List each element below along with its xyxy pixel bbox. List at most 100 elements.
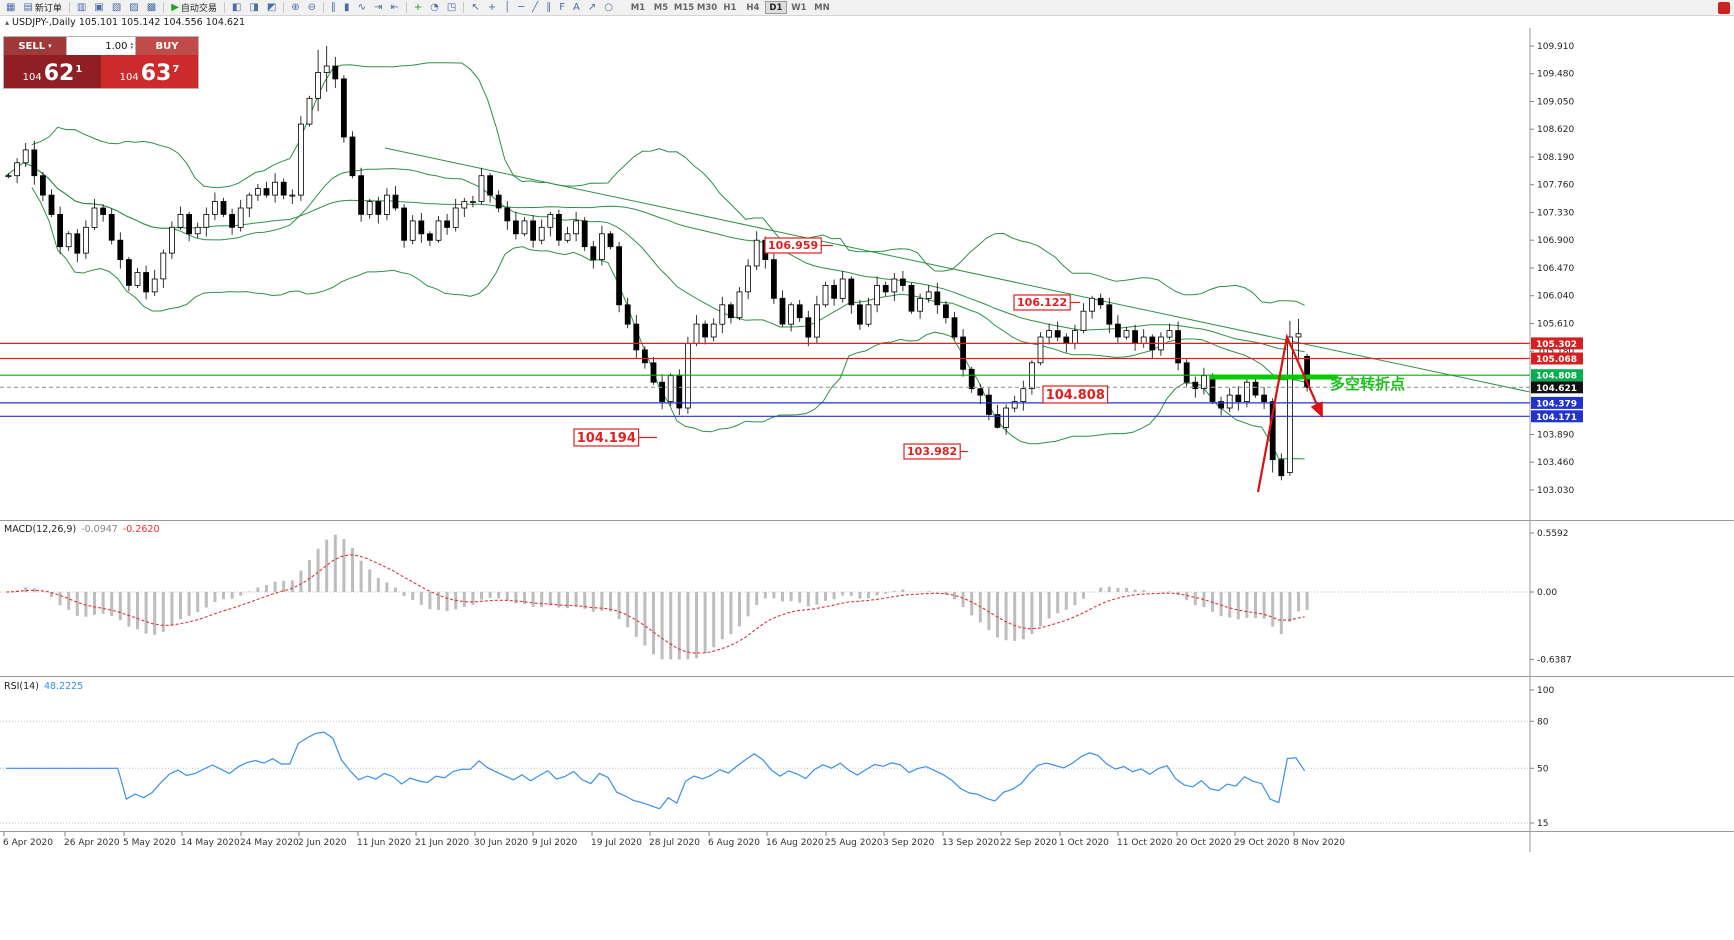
time-axis-label[interactable]: 11 Jun 2020 [357,838,411,848]
price-label-box[interactable] [903,443,961,460]
time-axis-label[interactable]: 21 Jun 2020 [415,838,469,848]
bear-candle [1261,394,1267,403]
time-axis-label[interactable]: 16 Aug 2020 [766,838,824,848]
cursor-icon[interactable]: ↖ [467,1,483,15]
time-axis-label[interactable]: 26 Apr 2020 [64,838,120,848]
time-axis-label[interactable]: 14 May 2020 [181,838,240,848]
time-axis-label[interactable]: 1 Oct 2020 [1059,838,1109,848]
horizontal-line-icon[interactable]: ─ [514,1,528,15]
data-window-icon[interactable]: ▣ [90,1,107,15]
buy-price-handle: 104 [119,72,139,83]
time-axis-label[interactable]: 25 Aug 2020 [825,838,883,848]
timeframe-m30[interactable]: M30 [696,3,718,13]
fibonacci-icon[interactable]: F [555,1,569,15]
time-axis-label[interactable]: 6 Aug 2020 [708,838,760,848]
timeframe-mn[interactable]: MN [814,3,830,13]
templates-icon[interactable]: ◳ [443,1,460,15]
timeframe-h4[interactable]: H4 [746,3,760,13]
bull-candle [1046,330,1052,338]
chart-shift-icon[interactable]: ⇤ [386,1,402,15]
bull-candle [461,201,468,209]
timeframe-w1[interactable]: W1 [791,3,807,13]
vertical-line-icon[interactable]: │ [500,1,514,15]
line-chart-icon[interactable]: ∿ [354,1,370,15]
buy-price-point: 7 [172,64,180,75]
time-axis-label[interactable]: 5 May 2020 [123,838,176,848]
timeframe-m5[interactable]: M5 [653,3,669,13]
bear-candle [908,284,915,312]
toolbar-separator [223,2,225,13]
time-axis-label[interactable]: 11 Oct 2020 [1117,838,1173,848]
buy-price-button[interactable]: 104 63 7 [101,55,198,88]
periodicity-icon[interactable]: ◔ [426,1,443,15]
sell-price-point: 1 [75,64,83,75]
zoom-in-icon[interactable]: ⊕ [287,1,303,15]
sell-button[interactable]: SELL ▾ [4,37,66,55]
cn-annotation-text[interactable]: 多空转折点 [1330,375,1405,393]
timeframe-m1[interactable]: M1 [630,3,646,13]
text-icon[interactable]: A [569,1,584,15]
sell-price-button[interactable]: 104 62 1 [4,55,101,88]
buy-button[interactable]: BUY [136,37,198,55]
candlestick-chart-icon[interactable]: ▮ [340,1,354,15]
time-axis-label[interactable]: 2 Jun 2020 [298,838,347,848]
macd-scale-label: 0.00 [1537,588,1557,598]
price-label-box[interactable] [1042,385,1109,404]
bull-candle [306,97,313,125]
timeframe-d1[interactable]: D1 [764,1,787,14]
crosshair-icon[interactable]: + [484,1,500,15]
cascade-windows-icon[interactable]: ◨ [245,1,262,15]
new-order-button[interactable]: ▤ 新订单 [19,1,65,15]
auto-trading-button[interactable]: ▶ 自动交易 [167,1,221,15]
terminal-icon[interactable]: ▨ [125,1,142,15]
time-axis-label[interactable]: 22 Sep 2020 [1000,838,1057,848]
timeframe-m15[interactable]: M15 [673,3,695,13]
bear-candle [186,213,193,235]
arrows-icon[interactable]: ↗ [584,1,600,15]
time-axis-label[interactable]: 28 Jul 2020 [649,838,700,848]
time-axis-label[interactable]: 30 Jun 2020 [474,838,528,848]
time-axis-label[interactable]: 8 Nov 2020 [1293,838,1345,848]
arrange-windows-icon[interactable]: ◩ [263,1,280,15]
bear-candle [977,388,984,396]
bar-chart-icon[interactable]: ∥ [327,1,340,15]
tile-windows-icon[interactable]: ◧ [228,1,245,15]
price-label-box[interactable] [764,237,822,254]
charts-grid-icon[interactable]: ▦ [2,1,19,15]
price-scale[interactable]: 109.910 109.480 109.050 108.620 108.190 107.7… [1530,42,1583,829]
trendline-icon[interactable]: ╱ [528,1,542,15]
bear-candle [831,284,837,299]
descending-trendline[interactable] [384,147,1530,393]
one-click-collapse-icon[interactable]: ▴ [5,18,10,27]
time-axis-label[interactable]: 13 Sep 2020 [942,838,999,848]
channel-icon[interactable]: ∥ [542,1,555,15]
volume-input[interactable]: 1.00 ▴ ▾ [66,37,136,55]
time-axis-label[interactable]: 3 Sep 2020 [883,838,935,848]
time-axis-label[interactable]: 6 Apr 2020 [3,838,53,848]
market-watch-icon[interactable]: ▥ [73,1,90,15]
price-label-box[interactable] [573,428,640,447]
time-axis-label[interactable]: 9 Jul 2020 [532,838,577,848]
stop-icon[interactable] [1718,2,1730,14]
bear-candle [100,207,106,215]
navigator-icon[interactable]: ▧ [108,1,125,15]
main-chart-layer: 多空转折点 106.959 106.122 104.808 104.194 103.982 [0,46,1530,493]
time-axis-label[interactable]: 29 Oct 2020 [1234,838,1290,848]
bear-candle [392,194,399,209]
cursor-icon-glyph: ↖ [471,2,480,13]
time-axis-label[interactable]: 19 Jul 2020 [591,838,642,848]
bull-candle [521,220,528,235]
volume-spinner[interactable]: ▴ ▾ [130,41,133,51]
shapes-icon[interactable]: ○ [600,1,617,15]
price-label-box[interactable] [1013,294,1071,311]
zoom-out-icon[interactable]: ⊖ [304,1,320,15]
reversal-arrow-drawing[interactable] [1256,333,1324,493]
timeframe-h1[interactable]: H1 [723,3,737,13]
auto-scroll-icon[interactable]: ⇥ [370,1,386,15]
macd-signal-line [5,554,1305,654]
time-axis-label[interactable]: 20 Oct 2020 [1176,838,1232,848]
indicators-button[interactable]: + [410,1,426,15]
time-axis-label[interactable]: 24 May 2020 [240,838,299,848]
strategy-tester-icon[interactable]: ▩ [143,1,160,15]
